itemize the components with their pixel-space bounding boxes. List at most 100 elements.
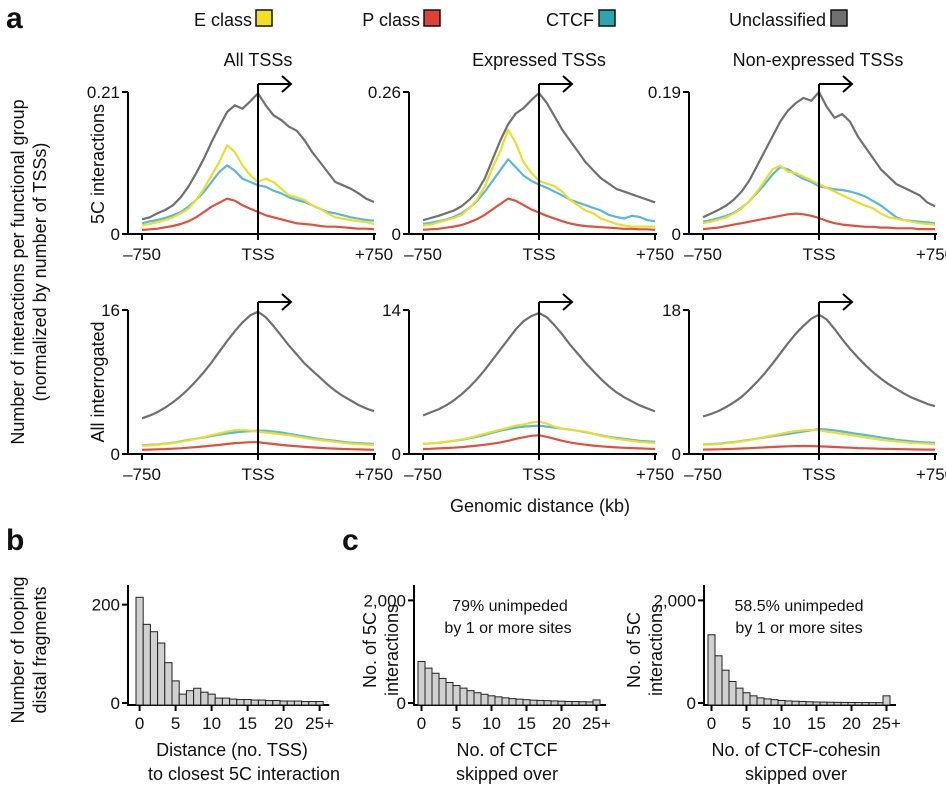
bar-c-left-5	[452, 685, 461, 706]
x-tick-label-a-top-expressed-0: –750	[404, 245, 442, 264]
x-tick-label-b-1: 5	[171, 714, 180, 733]
x-tick-label-b-4: 20	[274, 714, 293, 733]
bar-b-23	[301, 701, 310, 706]
x-tick-label-a-top-nonexpressed-2: +750	[916, 245, 946, 264]
bar-c-right-3	[728, 680, 737, 706]
bar-b-20	[279, 700, 288, 706]
y-tick-label-top-a-bottom-nonexpressed: 18	[662, 301, 681, 320]
bar-b-21	[286, 700, 295, 706]
c-left-annotation-line2: by 1 or more sites	[444, 620, 571, 637]
y-tick-label-bottom-a-top-nonexpressed: 0	[672, 225, 681, 244]
bar-c-left-24	[585, 701, 594, 706]
x-tick-label-a-top-expressed-1: TSS	[522, 245, 555, 264]
column-title-nonexpressed: Non-expressed TSSs	[733, 50, 904, 70]
y-tick-label-top-a-bottom-all: 16	[101, 301, 120, 320]
column-title-expressed: Expressed TSSs	[472, 50, 606, 70]
c-right-ylabel-line2: interactions	[646, 604, 666, 696]
panel-letter-a: a	[6, 2, 23, 35]
bar-c-left-14	[515, 698, 524, 706]
x-tick-label-b-0: 0	[135, 714, 144, 733]
bar-c-left-4	[445, 681, 454, 706]
bar-c-right-2	[721, 669, 730, 706]
bar-c-right-4	[735, 687, 744, 706]
bar-c-right-25	[882, 695, 891, 706]
bar-c-left-16	[529, 699, 538, 706]
bar-c-right-24	[875, 702, 884, 706]
c-left-ylabel-line2: interactions	[382, 604, 402, 696]
y-tick-label-bottom-a-top-all: 0	[111, 225, 120, 244]
y-tick-label-top-a-bottom-expressed: 14	[382, 301, 401, 320]
bar-c-left-6	[459, 687, 468, 706]
x-tick-label-b-3: 15	[238, 714, 257, 733]
bar-c-right-21	[854, 701, 863, 706]
bar-c-right-14	[805, 701, 814, 706]
x-tick-label-a-bottom-nonexpressed-2: +750	[916, 465, 946, 484]
bar-c-right-8	[763, 698, 772, 706]
x-tick-label-c-right-3: 15	[807, 714, 826, 733]
y-tick-label-b-1: 200	[92, 596, 120, 615]
x-tick-label-c-right-5: 25+	[872, 714, 901, 733]
x-tick-label-a-bottom-expressed-0: –750	[404, 465, 442, 484]
bar-b-11	[214, 697, 223, 706]
bar-b-19	[272, 700, 281, 706]
x-tick-label-a-top-expressed-2: +750	[636, 245, 674, 264]
bar-b-7	[185, 690, 195, 706]
bar-b-22	[293, 700, 303, 706]
bar-c-left-21	[564, 700, 573, 706]
y-tick-label-c-left-0: 0	[397, 694, 406, 713]
c-left-ylabel-line1: No. of 5C	[360, 612, 380, 688]
x-tick-label-c-left-5: 25+	[582, 714, 611, 733]
x-tick-label-c-left-3: 15	[517, 714, 536, 733]
bar-c-right-10	[777, 699, 786, 706]
y-tick-label-top-a-top-nonexpressed: 0.19	[648, 83, 681, 102]
bar-c-right-5	[742, 692, 751, 706]
x-tick-label-b-5: 25+	[305, 714, 334, 733]
x-tick-label-b-2: 10	[202, 714, 221, 733]
bar-c-right-15	[812, 701, 821, 706]
legend-label-p: P class	[362, 10, 420, 30]
bar-c-left-13	[508, 698, 517, 706]
c-right-xlabel-line2: skipped over	[745, 764, 847, 784]
x-tick-label-c-right-2: 10	[772, 714, 791, 733]
x-tick-label-a-top-nonexpressed-1: TSS	[802, 245, 835, 264]
c-right-xlabel-line1: No. of CTCF-cohesin	[711, 740, 880, 760]
x-tick-label-a-top-all-0: –750	[123, 245, 161, 264]
c-left-xlabel-line1: No. of CTCF	[456, 740, 557, 760]
bar-c-left-0	[417, 660, 426, 706]
x-tick-label-a-top-all-1: TSS	[241, 245, 274, 264]
x-tick-label-c-right-1: 5	[742, 714, 751, 733]
legend-swatch-p	[423, 9, 441, 27]
row-label-all-interrogated: All interrogated	[88, 321, 108, 442]
tss-arrow-head-a-top-all	[281, 75, 293, 93]
bar-b-12	[221, 697, 231, 706]
x-tick-label-a-top-all-2: +750	[355, 245, 393, 264]
x-tick-label-a-bottom-all-0: –750	[123, 465, 161, 484]
bar-b-4	[164, 662, 173, 706]
row-label-5c: 5C interactions	[88, 104, 108, 224]
bar-c-right-7	[756, 697, 765, 706]
bar-c-left-23	[578, 701, 587, 706]
bar-c-right-12	[791, 700, 800, 706]
column-title-all: All TSSs	[224, 50, 293, 70]
bar-b-10	[207, 693, 216, 706]
legend-swatch-e	[255, 9, 273, 27]
tss-arrow-head-a-top-nonexpressed	[842, 75, 854, 93]
bar-c-left-2	[431, 672, 440, 706]
b-ylabel-line1: Number of looping	[8, 576, 28, 723]
y-tick-label-top-a-top-all: 0.21	[87, 83, 120, 102]
bar-c-left-11	[494, 696, 503, 706]
y-tick-label-b-0: 0	[111, 694, 120, 713]
c-left-xlabel-line2: skipped over	[456, 764, 558, 784]
x-tick-label-a-bottom-all-2: +750	[355, 465, 393, 484]
bar-c-right-20	[847, 701, 856, 706]
bar-c-right-17	[826, 701, 835, 706]
bar-b-9	[200, 691, 209, 706]
legend-swatch-ctcf	[598, 9, 616, 27]
bar-c-right-16	[819, 701, 828, 706]
x-tick-label-a-top-nonexpressed-0: –750	[684, 245, 722, 264]
bar-b-18	[265, 700, 274, 706]
bar-c-right-22	[861, 702, 870, 706]
bar-c-left-15	[522, 699, 531, 706]
legend-label-unclassified: Unclassified	[729, 10, 826, 30]
bar-b-0	[135, 596, 144, 706]
